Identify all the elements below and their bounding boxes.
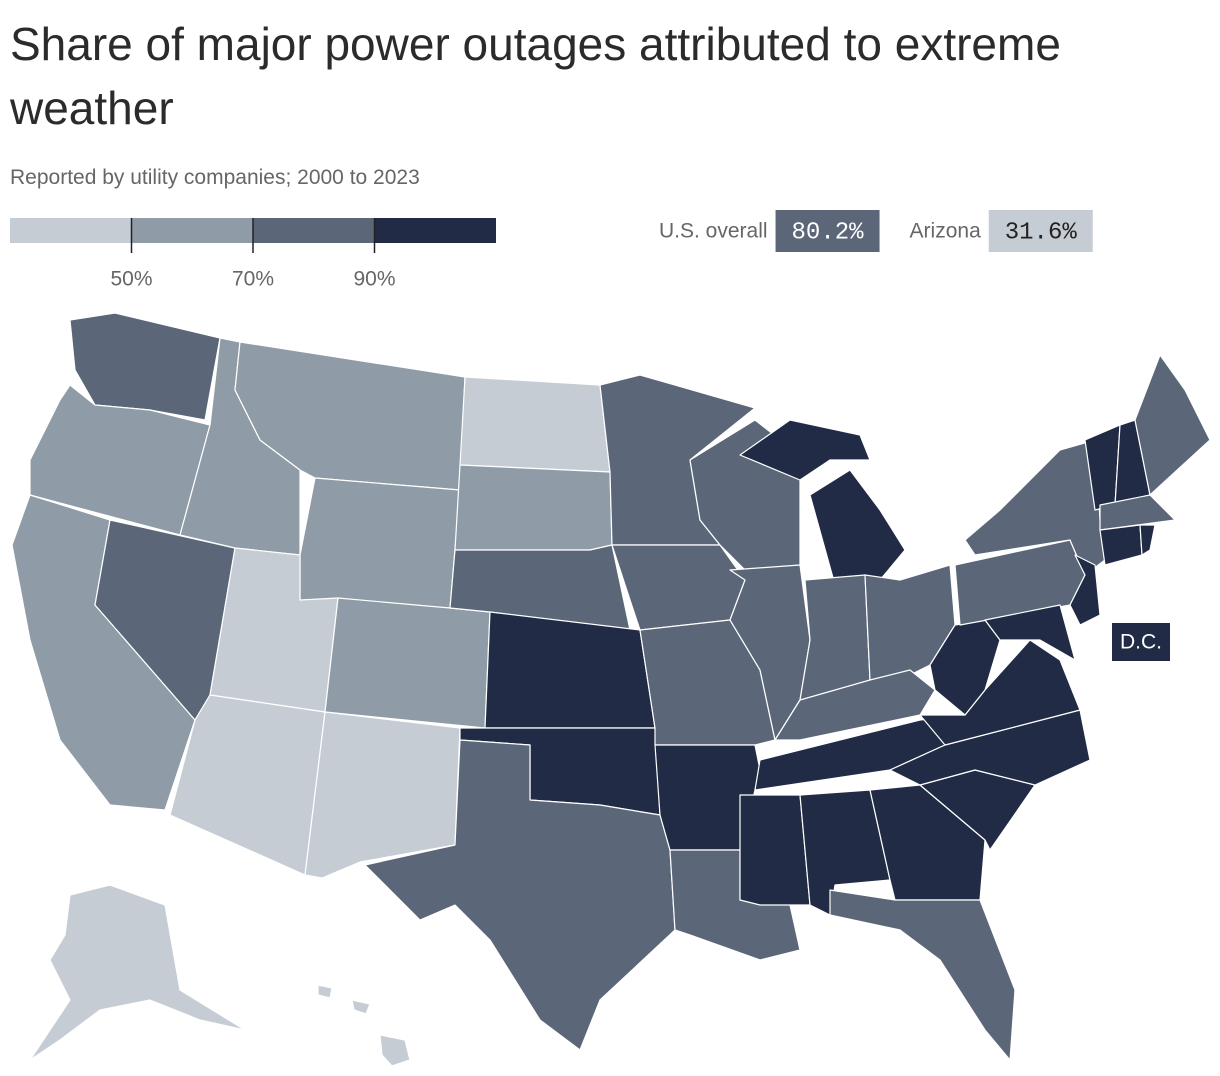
- state: [69, 312, 221, 421]
- state: [984, 604, 1076, 661]
- dc-label: D.C.: [1120, 631, 1162, 654]
- state: [484, 611, 656, 729]
- legend-swatch: [131, 218, 253, 243]
- state: [1134, 354, 1211, 496]
- legend-tick-label: 50%: [110, 268, 152, 291]
- state: [364, 739, 676, 1051]
- state: [809, 469, 906, 586]
- state: [829, 889, 1016, 1061]
- callout-label: Arizona: [910, 220, 982, 243]
- state: [317, 984, 333, 999]
- state: [1099, 494, 1176, 531]
- callout-value: 31.6%: [1005, 219, 1078, 246]
- state: [169, 694, 326, 876]
- state: [1069, 554, 1101, 626]
- state: [324, 597, 491, 729]
- state: [1099, 524, 1143, 566]
- state: [739, 794, 811, 906]
- title: Share of major power outages attributed …: [10, 18, 1061, 134]
- state: [459, 376, 611, 473]
- state: [29, 884, 246, 1061]
- callout-box: [775, 210, 880, 252]
- states: [11, 312, 1211, 1067]
- state: [351, 999, 371, 1015]
- state: [739, 419, 871, 481]
- legend-tick-label: 90%: [353, 268, 395, 291]
- dc-box: [1112, 623, 1170, 661]
- callout-label: U.S. overall: [659, 220, 768, 243]
- state: [379, 1034, 411, 1067]
- dc-callout: D.C.: [1112, 623, 1170, 661]
- state: [1139, 524, 1156, 556]
- state: [774, 669, 936, 741]
- state: [454, 464, 613, 551]
- legend-swatch: [10, 218, 132, 243]
- subtitle: Reported by utility companies; 2000 to 2…: [10, 166, 420, 189]
- state: [299, 477, 461, 609]
- legend-swatch: [253, 218, 375, 243]
- state: [799, 574, 871, 701]
- callout-box: [988, 210, 1093, 252]
- legend-tick-label: 70%: [232, 268, 274, 291]
- state: [611, 544, 746, 631]
- legend-swatch: [374, 218, 496, 243]
- callout-value: 80.2%: [792, 219, 865, 246]
